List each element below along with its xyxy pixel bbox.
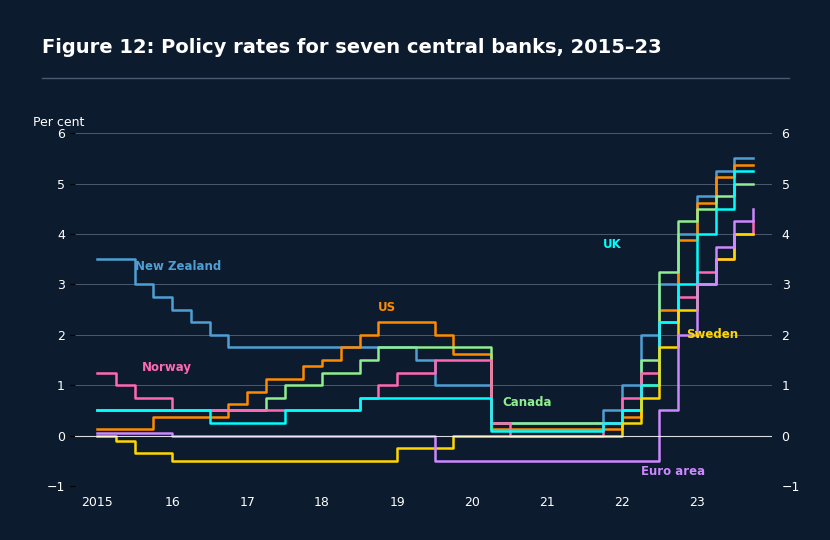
Text: US: US — [378, 301, 397, 314]
Text: Euro area: Euro area — [641, 465, 705, 478]
Text: Sweden: Sweden — [686, 328, 738, 341]
Text: Norway: Norway — [142, 361, 193, 374]
Y-axis label: Per cent: Per cent — [33, 116, 84, 129]
Text: Figure 12: Policy rates for seven central banks, 2015–23: Figure 12: Policy rates for seven centra… — [42, 38, 662, 57]
Text: New Zealand: New Zealand — [134, 260, 221, 273]
Text: Canada: Canada — [502, 396, 551, 409]
Text: UK: UK — [603, 238, 622, 251]
